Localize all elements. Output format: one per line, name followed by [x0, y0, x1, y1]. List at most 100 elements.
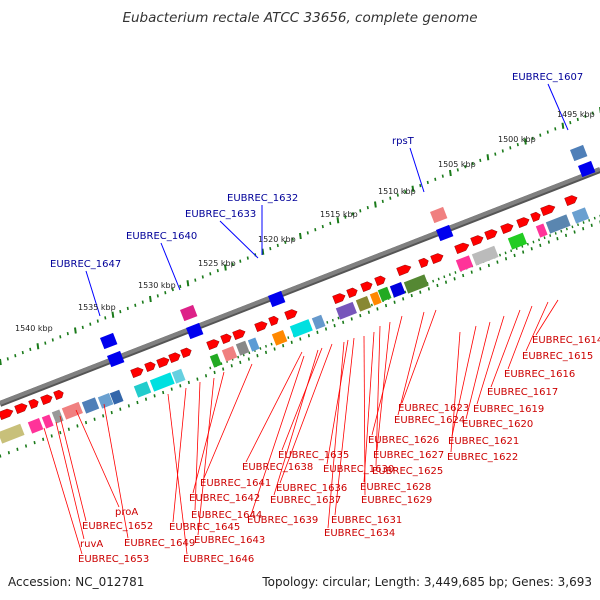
- forward-gene-arrow: [284, 309, 298, 320]
- upper-label-line: [547, 83, 569, 131]
- reverse-gene-box: [430, 206, 448, 224]
- inner-tick-2: [543, 236, 546, 240]
- inner-tick: [24, 444, 28, 448]
- forward-gene-arrow: [180, 347, 192, 358]
- lower-label-line: [327, 341, 345, 529]
- inner-tick: [324, 327, 328, 331]
- feature-box: [0, 423, 25, 444]
- ruler-minor-tick: [21, 350, 24, 355]
- lower-gene-label: EUBREC_1649: [124, 538, 195, 549]
- forward-gene-arrow: [564, 195, 578, 206]
- inner-tick: [16, 447, 19, 451]
- lower-gene-label: EUBREC_1641: [200, 478, 271, 489]
- inner-tick-2: [593, 216, 596, 220]
- lower-gene-label: proA: [115, 507, 138, 518]
- accession-text: Accession: NC_012781: [8, 575, 145, 589]
- inner-tick-2: [270, 342, 273, 346]
- lower-label-line: [103, 403, 129, 539]
- forward-gene-arrow: [374, 275, 386, 286]
- feature-box: [171, 368, 186, 384]
- ruler-minor-tick: [351, 212, 354, 216]
- inner-tick: [84, 420, 88, 425]
- inner-tick: [316, 330, 319, 334]
- ruler-minor-tick: [179, 284, 182, 289]
- ruler-minor-tick: [576, 117, 579, 122]
- reverse-gene-box: [577, 160, 596, 178]
- lower-gene-label: EUBREC_1637: [270, 495, 341, 506]
- inner-tick: [7, 451, 10, 455]
- ruler-minor-tick: [396, 193, 399, 197]
- ruler-major-tick: [374, 201, 377, 208]
- inner-tick: [496, 260, 499, 264]
- inner-tick: [479, 267, 482, 271]
- lower-gene-label: EUBREC_1646: [183, 554, 254, 565]
- inner-tick-2: [326, 321, 329, 324]
- ruler-major-tick: [486, 154, 490, 161]
- forward-gene-arrow: [360, 281, 373, 292]
- lower-label-line: [281, 347, 323, 451]
- lower-gene-label: EUBREC_1625: [372, 466, 443, 477]
- forward-gene-arrow: [268, 315, 279, 326]
- inner-tick: [196, 377, 199, 381]
- lower-gene-label: EUBREC_1644: [191, 510, 262, 521]
- ruler-minor-tick: [404, 190, 407, 194]
- feature-box: [97, 393, 114, 409]
- inner-tick: [376, 307, 379, 311]
- inner-tick: [50, 434, 53, 438]
- lower-label-line: [476, 315, 505, 405]
- ruler-major-tick: [36, 343, 40, 350]
- inner-tick-2: [404, 290, 407, 294]
- inner-tick: [384, 303, 388, 308]
- inner-tick: [170, 387, 173, 391]
- lower-gene-label: EUBREC_1629: [361, 495, 432, 506]
- inner-tick: [282, 344, 285, 348]
- lower-label-line: [75, 409, 120, 508]
- ruler-minor-tick: [194, 278, 197, 282]
- ruler-minor-tick: [66, 331, 69, 336]
- backbone: [0, 167, 600, 405]
- inner-tick-2: [588, 218, 591, 222]
- lower-label-line: [250, 355, 305, 516]
- feature-box: [369, 291, 382, 306]
- feature-box: [507, 232, 528, 250]
- lower-gene-label: EUBREC_1620: [462, 419, 533, 430]
- ruler-minor-tick: [81, 325, 84, 330]
- lower-label-line: [279, 343, 333, 484]
- inner-tick: [42, 437, 45, 441]
- ruler-minor-tick: [59, 335, 62, 339]
- lower-label-line: [535, 299, 559, 336]
- inner-tick: [204, 374, 208, 378]
- inner-tick-2: [538, 238, 540, 242]
- lower-gene-label: EUBREC_1630: [323, 464, 394, 475]
- feature-box: [81, 397, 100, 414]
- upper-label-line: [219, 220, 259, 259]
- upper-gene-label: EUBREC_1632: [227, 193, 298, 204]
- inner-tick-2: [532, 240, 535, 244]
- inner-tick-2: [571, 225, 574, 229]
- lower-label-line: [451, 325, 477, 437]
- ruler-minor-tick: [89, 322, 92, 326]
- inner-tick-2: [209, 366, 212, 370]
- inner-tick: [76, 424, 79, 428]
- feature-box: [571, 207, 590, 224]
- ruler-minor-tick: [44, 341, 47, 345]
- ruler-minor-tick: [501, 149, 504, 153]
- inner-tick: [67, 427, 70, 431]
- ruler-minor-tick: [381, 199, 384, 204]
- inner-tick: [402, 297, 405, 301]
- ruler-minor-tick: [164, 291, 167, 295]
- lower-label-line: [334, 337, 355, 516]
- ruler-minor-tick: [156, 294, 159, 298]
- forward-gene-arrow: [144, 361, 156, 372]
- lower-label-line: [194, 381, 201, 511]
- inner-tick: [264, 350, 268, 355]
- lower-gene-label: EUBREC_1614: [532, 335, 600, 346]
- inner-tick: [127, 404, 130, 408]
- ruler-major-tick: [299, 232, 302, 240]
- inner-tick: [187, 380, 190, 385]
- ruler-minor-tick: [479, 158, 482, 163]
- forward-gene-arrow: [396, 264, 412, 276]
- ruler-major-tick: [111, 311, 115, 318]
- ruler-major-tick: [261, 248, 265, 255]
- feature-box: [335, 301, 357, 320]
